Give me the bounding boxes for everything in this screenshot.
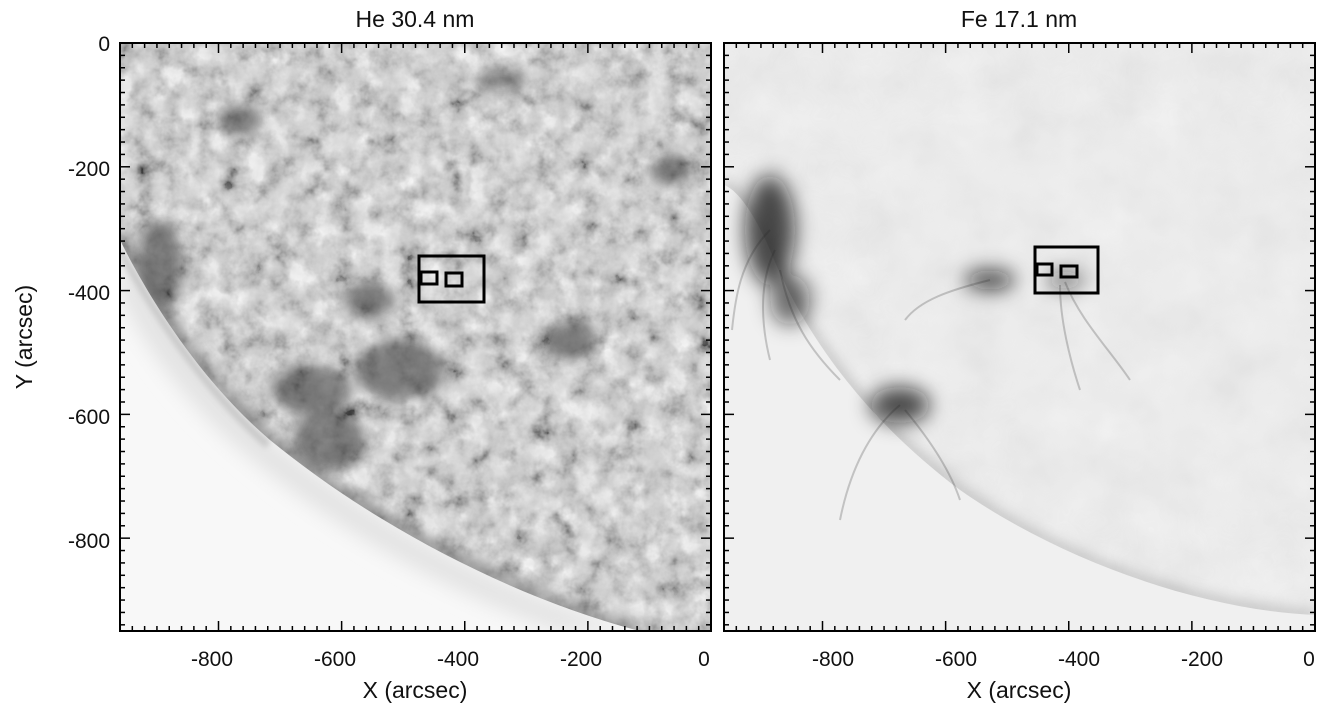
- axes-frames: [119, 42, 1316, 632]
- x-tick-label: 0: [1303, 648, 1315, 671]
- x-tick-label: -800: [812, 648, 854, 671]
- y-tick-label: -400: [68, 282, 110, 305]
- y-tick-label: -800: [68, 530, 110, 553]
- he-panel-title: He 30.4 nm: [356, 6, 475, 32]
- x-tick-label: -600: [935, 648, 977, 671]
- y-tick-label: 0: [98, 33, 110, 56]
- fe-inner-box-1: [1035, 262, 1054, 277]
- fe-outer-box: [1033, 245, 1100, 295]
- he-region-boxes: [417, 254, 486, 304]
- he-x-axis-title: X (arcsec): [363, 677, 468, 703]
- fe-panel-title: Fe 17.1 nm: [961, 6, 1077, 32]
- x-tick-label: -200: [560, 648, 602, 671]
- he-image-panel: [120, 43, 711, 631]
- he-inner-box-1: [419, 270, 439, 286]
- y-tick-label: -200: [68, 158, 110, 181]
- x-tick-label: -200: [1181, 648, 1223, 671]
- y-tick-label: -600: [68, 406, 110, 429]
- fe-x-axis-title: X (arcsec): [967, 677, 1072, 703]
- fe-image-panel: [724, 43, 1315, 631]
- he-outer-box: [417, 254, 486, 304]
- x-tick-label: -800: [191, 648, 233, 671]
- he-inner-box-2: [444, 271, 464, 288]
- x-tick-label: -400: [437, 648, 479, 671]
- y-axis-title: Y (arcsec): [11, 285, 37, 389]
- x-tick-label: 0: [698, 648, 710, 671]
- fe-region-boxes: [1033, 245, 1100, 295]
- x-tick-label: -600: [314, 648, 356, 671]
- x-tick-label: -400: [1058, 648, 1100, 671]
- fe-inner-box-2: [1059, 264, 1079, 279]
